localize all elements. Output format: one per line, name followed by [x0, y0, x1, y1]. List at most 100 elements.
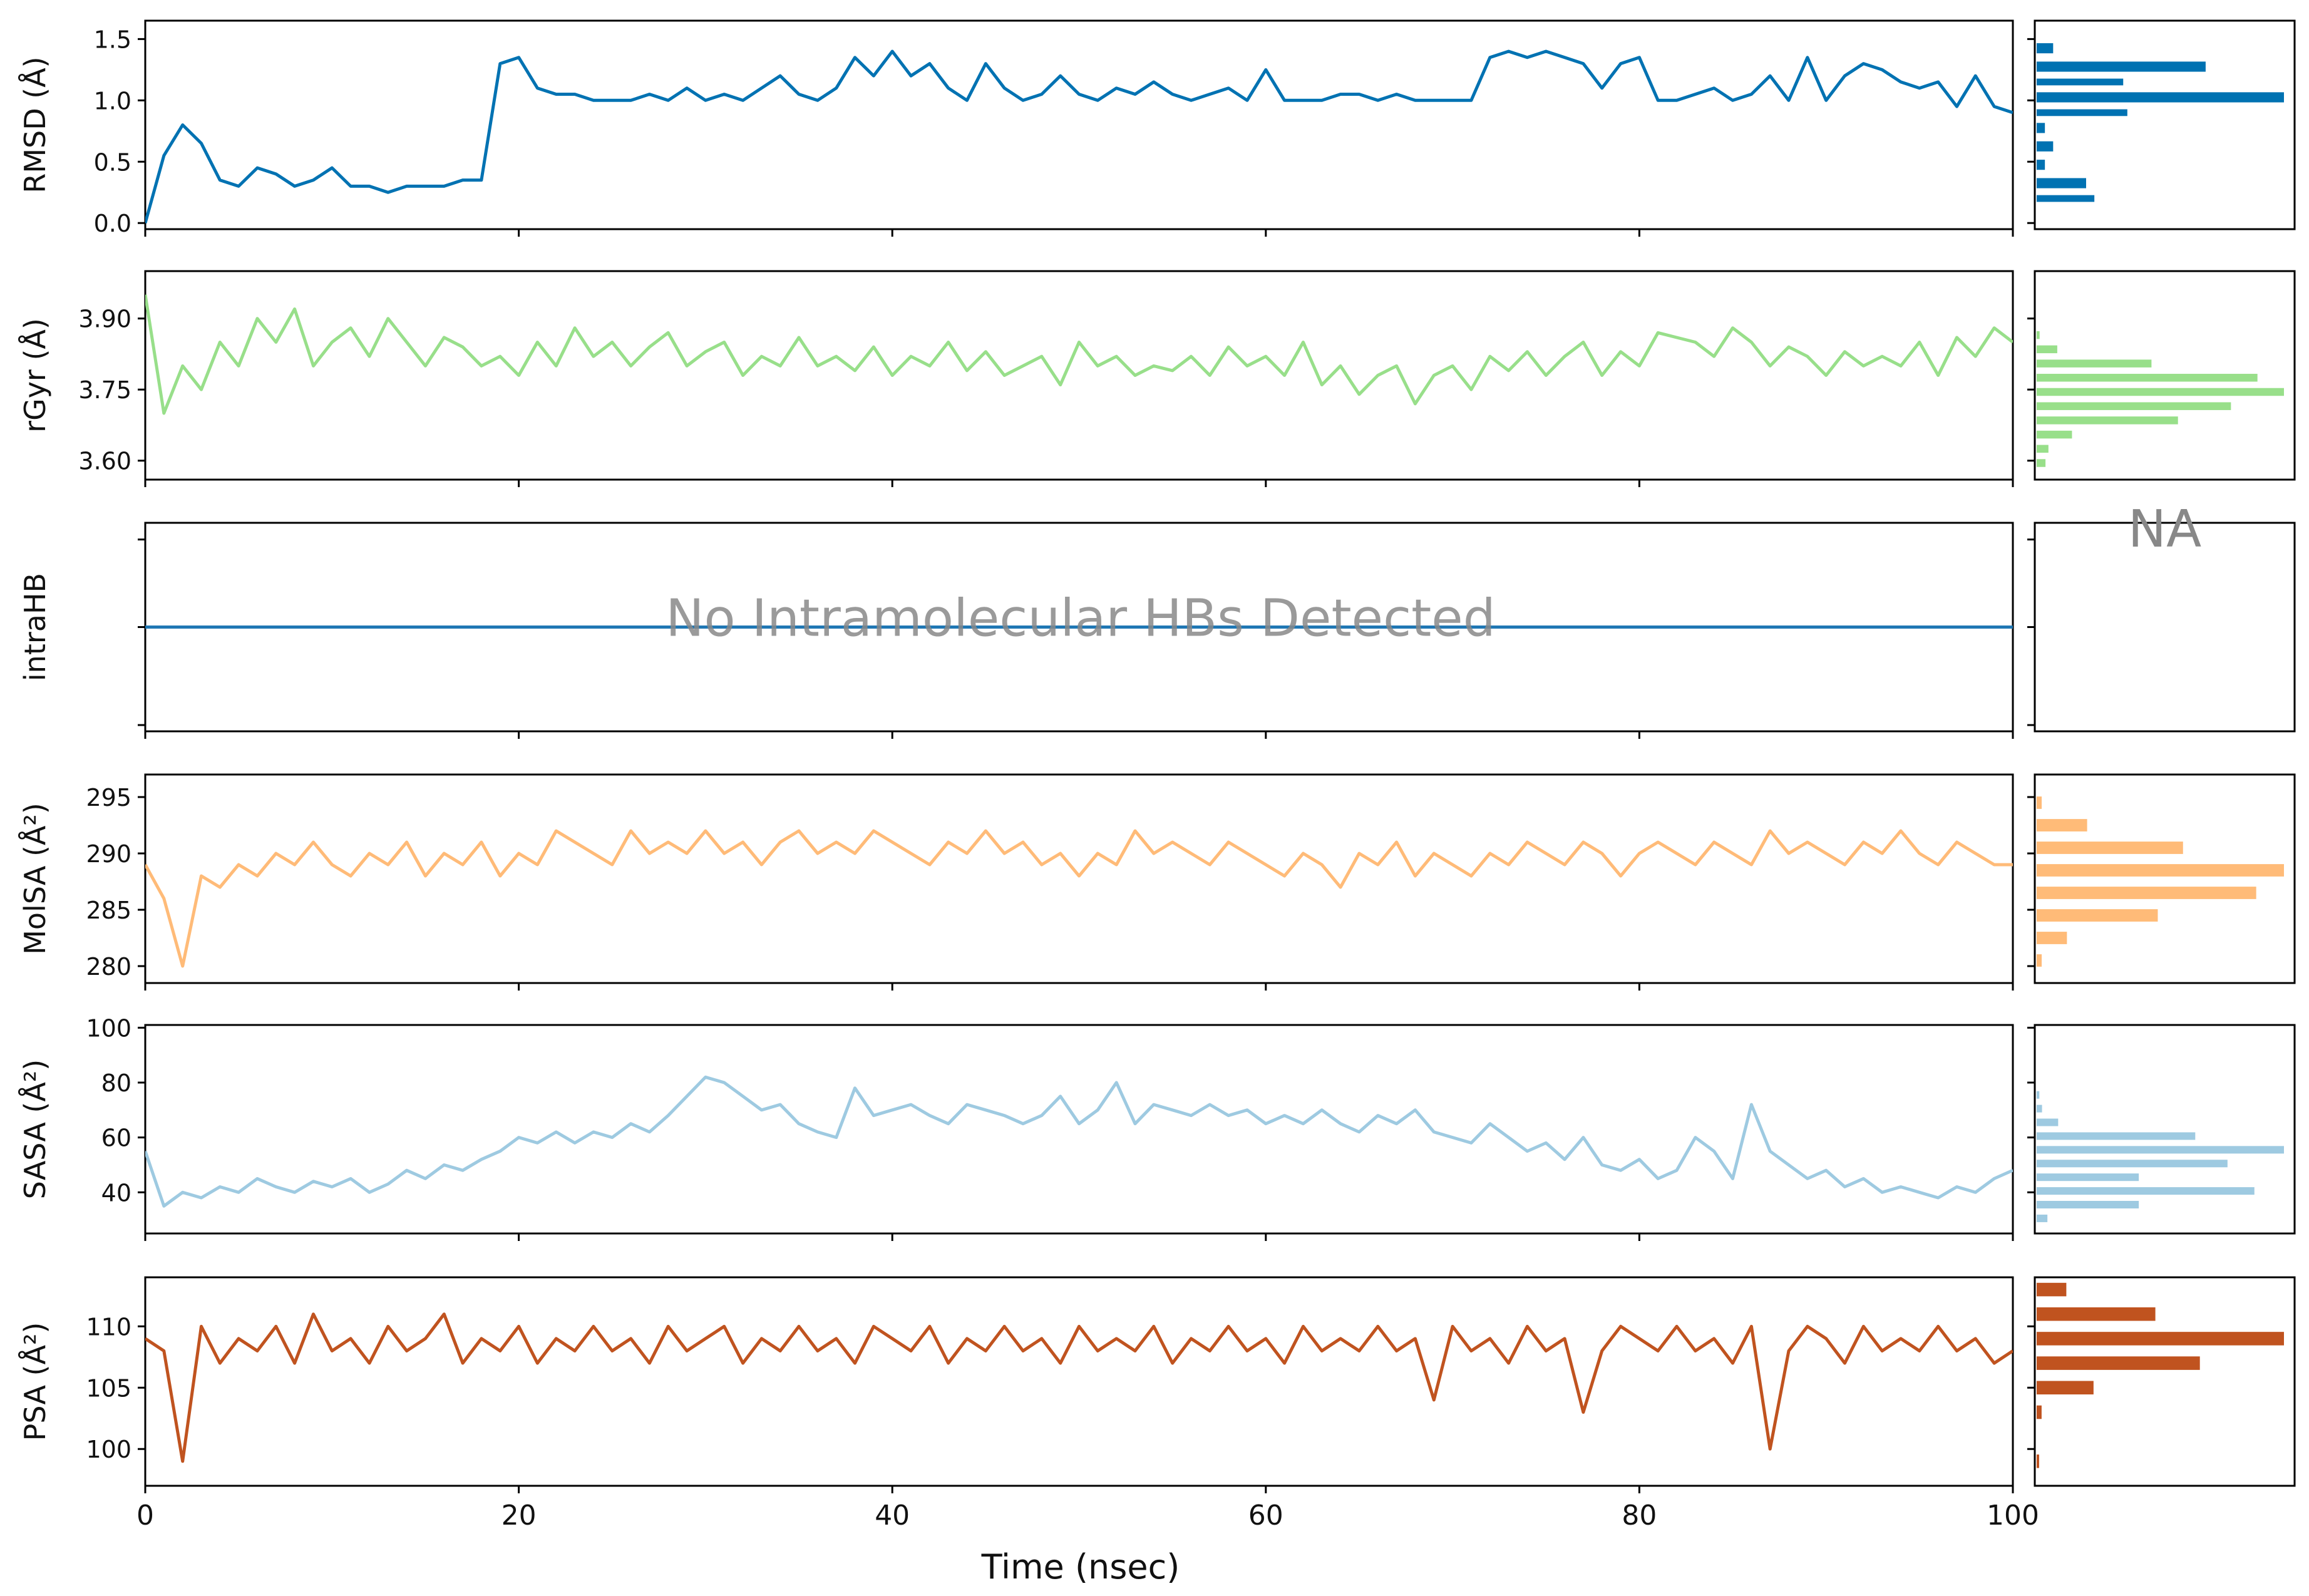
psa-axes-frame [144, 1276, 2014, 1487]
sasa-axes-frame [144, 1024, 2014, 1235]
molsa-hist-bar [2037, 887, 2256, 899]
rgyr-hist-bar [2037, 416, 2178, 425]
psa-hist-bar [2037, 1381, 2094, 1395]
molsa-axes-frame [144, 773, 2014, 984]
panel-rgyr: rGyr (Å) 3.60 3.75 3.90 [18, 270, 2296, 487]
rmsd-hist-bar [2037, 160, 2045, 170]
sasa-ytick-label: 40 [101, 1179, 131, 1207]
sasa-ytick-label: 60 [101, 1125, 131, 1152]
psa-ytick-label: 100 [86, 1436, 131, 1463]
rgyr-hist-bar [2037, 374, 2258, 382]
rgyr-ytick-label: 3.75 [78, 376, 131, 404]
psa-ytick-label: 110 [86, 1313, 131, 1341]
molsa-hist-bar [2037, 796, 2042, 809]
rmsd-hist-frame [2034, 19, 2296, 230]
intrahb-hist-annotation: NA [2128, 500, 2201, 559]
x-tick-label: 20 [501, 1500, 537, 1532]
rmsd-ytick-label: 1.0 [94, 87, 131, 115]
molsa-ytick-label: 285 [86, 897, 131, 924]
molsa-hist-bar [2037, 909, 2158, 922]
rgyr-hist-bar [2037, 359, 2152, 368]
panel-psa: PSA (Å²) 100 105 110 [18, 1276, 2296, 1493]
rmsd-hist-bar [2037, 123, 2045, 133]
psa-ylabel: PSA (Å²) [18, 1322, 52, 1441]
rgyr-hist-bar [2037, 331, 2040, 339]
x-tick-label: 100 [1987, 1500, 2039, 1532]
rgyr-ylabel: rGyr (Å) [18, 318, 52, 433]
sasa-hist-bar [2037, 1118, 2059, 1126]
sasa-ytick-label: 100 [86, 1014, 131, 1042]
sasa-hist-bar [2037, 1214, 2048, 1222]
rgyr-series-line [145, 294, 2013, 415]
intrahb-ylabel: intraHB [18, 573, 52, 681]
sasa-hist-bar [2037, 1200, 2139, 1209]
intrahb-annotation: No Intramolecular HBs Detected [666, 589, 1496, 649]
sasa-ytick-label: 80 [101, 1069, 131, 1097]
rgyr-hist-bar [2037, 402, 2231, 410]
x-axis: Time (nsec) 0 20 40 60 80 100 [136, 1500, 2039, 1587]
molsa-hist-frame [2034, 773, 2296, 984]
rmsd-hist-bar [2037, 61, 2206, 72]
molsa-hist-bar [2037, 954, 2042, 967]
psa-series-line [145, 1312, 2013, 1463]
rmsd-hist-bar [2037, 109, 2127, 116]
molsa-ytick-label: 280 [86, 953, 131, 981]
psa-hist-bar [2037, 1356, 2200, 1370]
rmsd-series-line [145, 49, 2013, 224]
psa-hist-frame [2034, 1276, 2296, 1487]
sasa-series-line [145, 1075, 2013, 1208]
molsa-hist-bar [2037, 864, 2284, 877]
rgyr-hist-bar [2037, 430, 2072, 439]
x-tick-label: 80 [1622, 1500, 1657, 1532]
molsa-hist-bar [2037, 842, 2183, 854]
molsa-hist-bar [2037, 932, 2067, 944]
x-tick-label: 0 [136, 1500, 154, 1532]
rgyr-hist-bar [2037, 345, 2057, 354]
sasa-hist-bar [2037, 1160, 2228, 1168]
rmsd-hist-bar [2037, 43, 2054, 54]
panel-molsa: MolSA (Å²) 280 285 290 295 [18, 773, 2296, 991]
rgyr-ytick-label: 3.60 [78, 448, 131, 475]
rgyr-hist-bar [2037, 459, 2046, 467]
psa-hist-bar [2037, 1332, 2284, 1346]
rmsd-ylabel: RMSD (Å) [18, 56, 52, 193]
x-axis-label: Time (nsec) [981, 1547, 1180, 1587]
rmsd-hist-bar [2037, 78, 2124, 86]
x-tick-label: 40 [875, 1500, 910, 1532]
rmsd-hist-bar [2037, 92, 2284, 103]
sasa-hist-bar [2037, 1132, 2196, 1140]
sasa-hist-bar [2037, 1173, 2139, 1182]
molsa-ytick-label: 295 [86, 784, 131, 811]
rmsd-axes-frame [144, 19, 2014, 230]
rmsd-ytick-label: 0.0 [94, 210, 131, 237]
rmsd-ytick-label: 1.5 [94, 26, 131, 53]
rgyr-hist-bar [2037, 445, 2049, 453]
rgyr-axes-frame [144, 270, 2014, 481]
rmsd-hist-bar [2037, 195, 2095, 202]
sasa-hist-bar [2037, 1187, 2255, 1195]
sasa-hist-bar [2037, 1146, 2284, 1154]
rmsd-ytick-label: 0.5 [94, 148, 131, 176]
panel-sasa: SASA (Å²) 40 60 80 100 [18, 1014, 2296, 1241]
panels: RMSD (Å) 0.0 0.5 1.0 1.5 rGyr (Å) 3.60 3.75 3.90… [18, 19, 2296, 1493]
psa-hist-bar [2037, 1454, 2039, 1468]
sasa-hist-bar [2037, 1104, 2042, 1113]
panel-rmsd: RMSD (Å) 0.0 0.5 1.0 1.5 [18, 19, 2296, 237]
psa-hist-bar [2037, 1282, 2067, 1297]
molsa-ytick-label: 290 [86, 840, 131, 868]
rgyr-hist-bar [2037, 388, 2284, 396]
sasa-hist-frame [2034, 1024, 2296, 1235]
sasa-ylabel: SASA (Å²) [18, 1059, 52, 1199]
psa-hist-bar [2037, 1405, 2042, 1419]
sasa-hist-bar [2037, 1091, 2040, 1099]
psa-ytick-label: 105 [86, 1374, 131, 1402]
panel-intrahb: intraHB No Intramolecular HBs Detected NA [18, 500, 2296, 739]
psa-hist-bar [2037, 1307, 2156, 1321]
rmsd-hist-bar [2037, 141, 2054, 152]
molsa-hist-bar [2037, 819, 2087, 831]
x-tick-label: 60 [1248, 1500, 1283, 1532]
rgyr-hist-frame [2034, 270, 2296, 481]
rmsd-hist-bar [2037, 178, 2086, 188]
molsa-ylabel: MolSA (Å²) [18, 803, 52, 955]
